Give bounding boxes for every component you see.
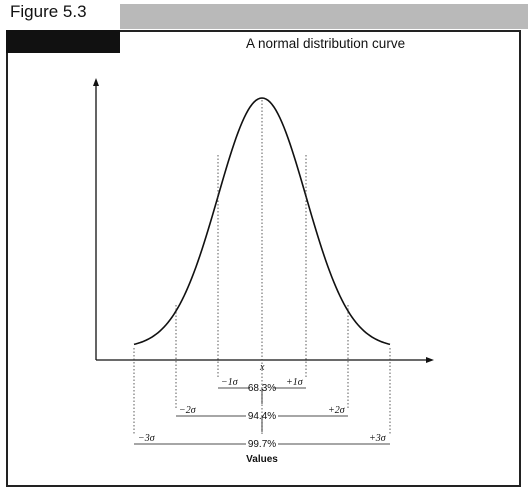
normal-curve [133,97,391,346]
figure-frame [6,30,521,487]
x-axis-label: Values [246,454,278,465]
header-black-bar [6,30,120,53]
band-2-left-label: −2σ [179,405,197,416]
diagram-title: A normal distribution curve [246,36,406,51]
mean-label: x [259,362,265,373]
y-axis-arrow [93,78,99,86]
band-3-percent: 99.7% [248,439,276,450]
header-bar [120,4,528,29]
band-2-right-label: +2σ [328,405,346,416]
band-3-right-label: +3σ [369,433,387,444]
band-1-left-label: −1σ [221,377,239,388]
band-1-percent: 68.3% [248,383,276,394]
x-axis-arrow [426,357,434,363]
band-2-percent: 94.4% [248,411,276,422]
band-3-left-label: −3σ [138,433,156,444]
figure-label: Figure 5.3 [10,2,87,21]
band-1-right-label: +1σ [286,377,304,388]
